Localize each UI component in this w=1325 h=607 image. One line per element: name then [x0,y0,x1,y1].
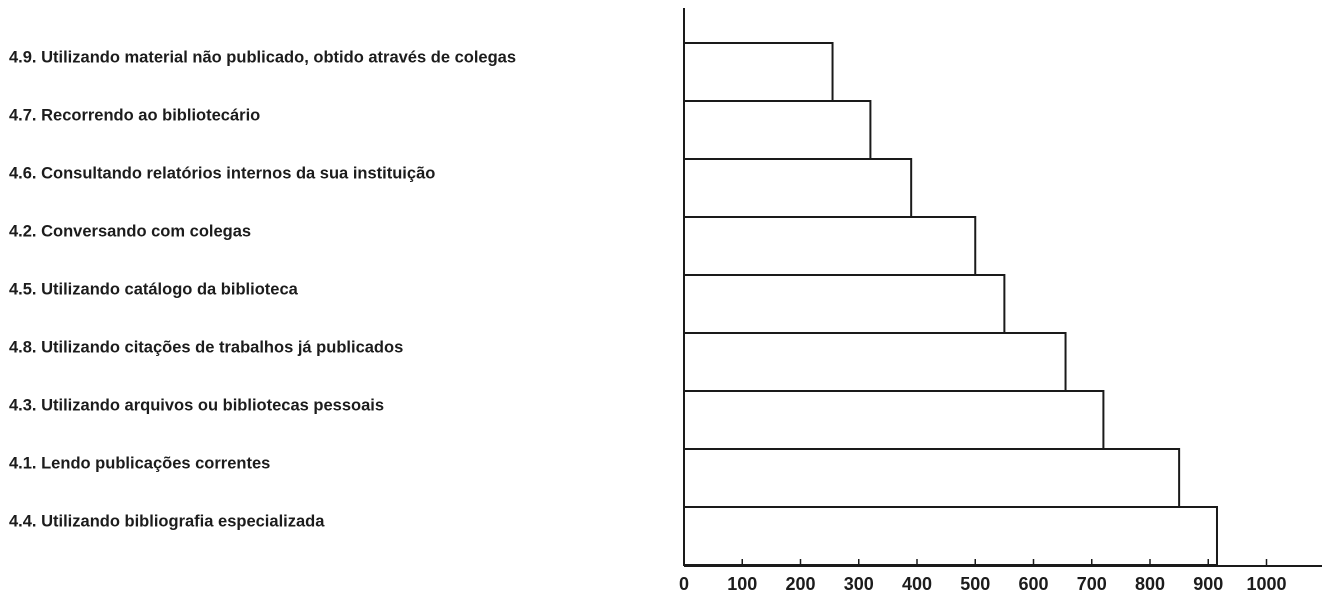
x-tick-label: 300 [844,574,874,594]
category-label: 4.8. Utilizando citações de trabalhos já… [9,338,403,356]
x-tick-label: 700 [1077,574,1107,594]
bar [683,332,1067,392]
bars [683,42,1218,566]
axes [683,8,1322,567]
category-label: 4.5. Utilizando catálogo da biblioteca [9,280,299,298]
x-tick-label: 800 [1135,574,1165,594]
x-tick-label: 900 [1193,574,1223,594]
bar [683,506,1218,566]
category-label: 4.7. Recorrendo ao bibliotecário [9,106,260,124]
x-tick-label: 400 [902,574,932,594]
x-tick-label: 1000 [1246,574,1286,594]
bar [683,158,913,218]
x-axis-ticks: 0 100 200 300 400 500 600 700 800 900 1000 [679,559,1287,594]
category-label: 4.6. Consultando relatórios internos da … [9,164,435,182]
category-labels: 4.9. Utilizando material não publicado, … [9,48,516,530]
category-label: 4.1. Lendo publicações correntes [9,454,270,472]
x-tick-label: 0 [679,574,689,594]
category-label: 4.3. Utilizando arquivos ou bibliotecas … [9,396,384,414]
category-label: 4.4. Utilizando bibliografia especializa… [9,512,325,530]
category-label: 4.9. Utilizando material não publicado, … [9,48,516,66]
category-label: 4.2. Conversando com colegas [9,222,251,240]
bar [683,390,1105,450]
x-tick-label: 200 [785,574,815,594]
bar [683,274,1006,334]
bar [683,216,977,276]
bar [683,42,834,102]
x-tick-label: 500 [960,574,990,594]
bar [683,100,872,160]
x-tick-label: 100 [727,574,757,594]
bar [683,448,1181,508]
x-tick-label: 600 [1018,574,1048,594]
